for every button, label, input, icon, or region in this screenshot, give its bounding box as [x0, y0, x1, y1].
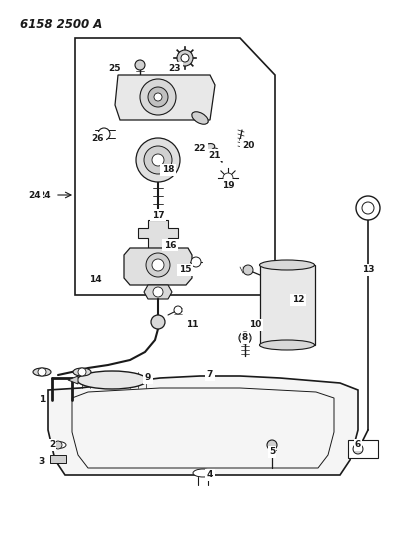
Circle shape	[38, 368, 46, 376]
Circle shape	[136, 138, 180, 182]
Text: 23: 23	[169, 63, 181, 72]
Polygon shape	[68, 376, 78, 384]
Circle shape	[78, 368, 86, 376]
Circle shape	[144, 146, 172, 174]
Circle shape	[152, 259, 164, 271]
Text: 10: 10	[248, 320, 261, 329]
Text: 9: 9	[144, 374, 151, 383]
Text: 12: 12	[291, 295, 303, 304]
Text: 15: 15	[178, 265, 191, 274]
Ellipse shape	[33, 368, 51, 376]
Circle shape	[361, 202, 373, 214]
Text: 21: 21	[208, 150, 221, 159]
Circle shape	[266, 440, 276, 450]
Circle shape	[139, 79, 175, 115]
Circle shape	[222, 173, 232, 183]
Circle shape	[191, 257, 200, 267]
Circle shape	[135, 60, 145, 70]
Circle shape	[98, 128, 110, 140]
Ellipse shape	[201, 143, 214, 152]
Ellipse shape	[77, 371, 147, 389]
Bar	[347, 440, 377, 458]
Circle shape	[238, 332, 250, 344]
Polygon shape	[144, 285, 172, 299]
Circle shape	[152, 154, 164, 166]
Circle shape	[54, 441, 62, 449]
Ellipse shape	[259, 260, 314, 270]
Polygon shape	[124, 248, 191, 285]
Text: 4: 4	[206, 471, 213, 480]
Polygon shape	[138, 220, 178, 248]
Text: 18: 18	[162, 166, 174, 174]
Polygon shape	[115, 75, 214, 120]
Text: 26: 26	[92, 133, 104, 142]
Text: 19: 19	[221, 181, 234, 190]
Text: 20: 20	[241, 141, 254, 149]
Circle shape	[173, 306, 182, 314]
Circle shape	[153, 287, 163, 297]
Text: 6158 2500 A: 6158 2500 A	[20, 18, 102, 31]
Text: 2: 2	[49, 440, 55, 449]
Ellipse shape	[191, 112, 208, 124]
Polygon shape	[48, 376, 357, 475]
Text: 8: 8	[241, 334, 247, 343]
Circle shape	[352, 444, 362, 454]
Circle shape	[355, 196, 379, 220]
Text: 11: 11	[185, 320, 198, 329]
Bar	[50, 455, 66, 463]
Text: 24: 24	[38, 190, 51, 199]
Text: 25: 25	[108, 63, 121, 72]
Text: 1: 1	[39, 395, 45, 405]
Text: 13: 13	[361, 265, 373, 274]
Text: 7: 7	[206, 370, 213, 379]
Circle shape	[151, 315, 164, 329]
Circle shape	[154, 93, 162, 101]
Text: 14: 14	[88, 276, 101, 285]
Ellipse shape	[73, 368, 91, 376]
Circle shape	[243, 265, 252, 275]
Circle shape	[211, 148, 218, 156]
Text: 17: 17	[151, 211, 164, 220]
Text: 5: 5	[268, 448, 274, 456]
Circle shape	[148, 87, 168, 107]
Circle shape	[146, 253, 170, 277]
Ellipse shape	[193, 469, 213, 477]
Text: 3: 3	[39, 457, 45, 466]
Bar	[259, 265, 314, 345]
Polygon shape	[75, 38, 274, 295]
Text: 24: 24	[29, 190, 41, 199]
Text: 22: 22	[193, 143, 206, 152]
Ellipse shape	[259, 340, 314, 350]
Text: 16: 16	[163, 240, 176, 249]
Circle shape	[177, 50, 193, 66]
Circle shape	[180, 54, 189, 62]
Ellipse shape	[50, 441, 66, 448]
Text: 6: 6	[354, 440, 360, 449]
